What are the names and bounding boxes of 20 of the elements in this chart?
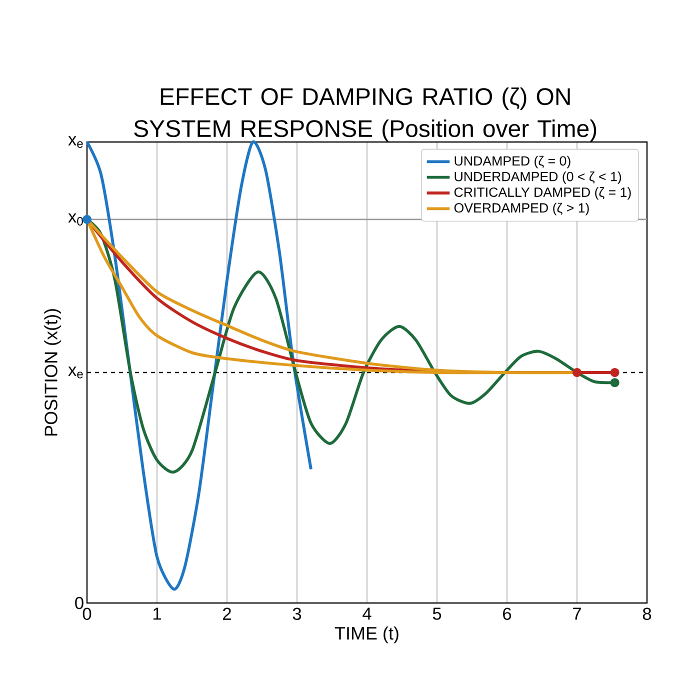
x-tick-label: 2 <box>223 608 231 620</box>
x-tick-label: 1 <box>154 608 161 620</box>
ref-line-label: x$_{0}$ <box>68 213 83 226</box>
x-tick-label: 0 <box>82 608 92 620</box>
y-axis-title: POSITION (x(t)) <box>44 309 61 436</box>
legend-label: UNDAMPED (ζ = 0) <box>454 156 570 168</box>
legend-label: UNDERDAMPED (0 < ζ < 1) <box>454 172 622 184</box>
x-tick-label: 4 <box>362 608 372 620</box>
legend-label: OVERDAMPED (ζ > 1) <box>454 202 589 216</box>
text: 0 <box>75 596 84 610</box>
x-tick-label: 3 <box>292 608 302 620</box>
legend-label: CRITICALLY DAMPED (ζ = 1) <box>454 187 631 200</box>
x-tick-label: 6 <box>503 608 512 620</box>
chart-title: EFFECT OF DAMPING RATIO (ζ) ON SYSTEM RESPONSE (Position over Time) <box>134 87 596 142</box>
x-tick-label: 8 <box>642 608 652 620</box>
x-tick-label: 5 <box>432 608 442 620</box>
ref-line-label: x$_{e}$ <box>68 366 83 378</box>
x-tick-label: 7 <box>573 608 581 620</box>
x-axis-title: TIME (t) <box>334 626 398 644</box>
annotation: x$_{e}$ <box>68 136 83 148</box>
